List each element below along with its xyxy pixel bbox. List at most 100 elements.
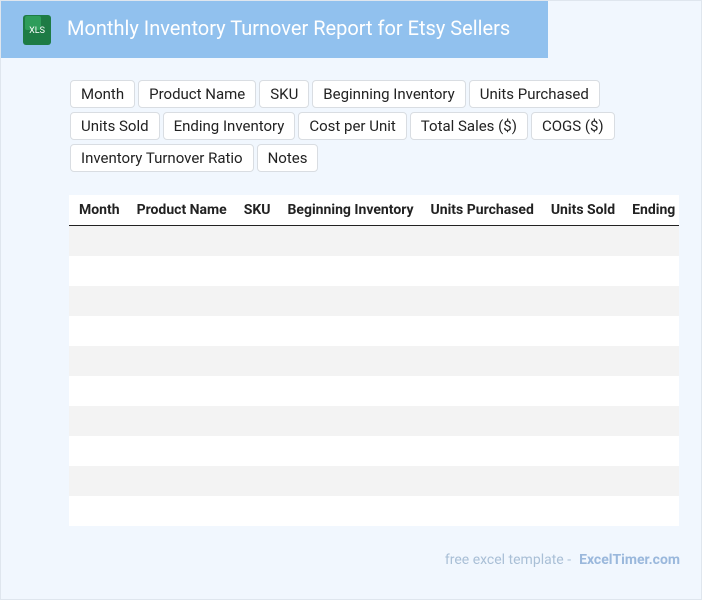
table-cell — [277, 436, 420, 466]
tag[interactable]: Notes — [256, 144, 319, 172]
table-cell — [277, 466, 421, 496]
table-cell — [127, 316, 234, 346]
table-cell — [127, 496, 234, 526]
table-cell — [421, 496, 541, 526]
tag[interactable]: Beginning Inventory — [312, 80, 466, 108]
table-container: Month Product Name SKU Beginning Inventory U… — [69, 195, 679, 526]
tag[interactable]: Total Sales ($) — [409, 112, 528, 140]
table-cell — [622, 256, 679, 286]
table-cell — [127, 256, 234, 286]
table-cell — [420, 225, 541, 256]
table-cell — [277, 225, 421, 256]
table-cell — [126, 406, 234, 436]
table-cell — [233, 466, 278, 496]
table-cell — [277, 346, 421, 376]
table-cell — [234, 256, 278, 286]
table-row — [69, 376, 679, 406]
table-cell — [233, 406, 278, 436]
table-cell — [421, 436, 541, 466]
tag[interactable]: Month — [70, 80, 136, 108]
table-cell — [541, 376, 622, 406]
table-cell — [126, 286, 234, 316]
table-row — [69, 316, 679, 346]
tag-list: Month Product Name SKU Beginning Inventory U… — [70, 80, 690, 172]
table-cell — [277, 406, 421, 436]
table-row — [69, 466, 679, 496]
table-cell — [127, 376, 234, 406]
tag[interactable]: Units Sold — [70, 112, 160, 140]
table-cell — [126, 346, 234, 376]
header: XLS Monthly Inventory Turnover Report fo… — [1, 1, 548, 58]
table-row — [69, 346, 679, 376]
table-cell — [277, 376, 420, 406]
table-cell — [421, 256, 541, 286]
header-row: Month Product Name SKU Beginning Inventory U… — [69, 195, 679, 226]
table-cell — [69, 436, 127, 466]
table-cell — [233, 346, 278, 376]
table-cell — [69, 225, 127, 256]
footer-brand[interactable]: ExcelTimer.com — [579, 552, 680, 568]
table-row — [69, 286, 679, 316]
table-cell — [420, 466, 541, 496]
table-cell — [420, 346, 541, 376]
table-cell — [541, 496, 622, 526]
table-cell — [277, 256, 420, 286]
table-cell — [622, 316, 679, 346]
table-row — [69, 256, 679, 286]
table-cell — [277, 496, 420, 526]
column-header: Units Sold — [540, 195, 623, 226]
table-cell — [622, 496, 679, 526]
table-cell — [69, 496, 127, 526]
table-cell — [69, 376, 127, 406]
table-cell — [277, 286, 421, 316]
table-cell — [69, 316, 127, 346]
table-cell — [622, 346, 679, 376]
tag[interactable]: SKU — [259, 80, 310, 108]
table-cell — [420, 406, 541, 436]
table-cell — [421, 316, 541, 346]
table-row — [69, 496, 679, 526]
table-row — [69, 406, 679, 436]
table-cell — [421, 376, 541, 406]
table-cell — [420, 286, 541, 316]
title: Monthly Inventory Turnover Report for Et… — [67, 16, 511, 40]
table-cell — [233, 225, 278, 256]
table: Month Product Name SKU Beginning Inventory U… — [69, 195, 679, 526]
tag[interactable]: Cost per Unit — [298, 112, 407, 140]
table-cell — [69, 256, 127, 286]
table-cell — [540, 286, 623, 316]
column-header: Month — [69, 195, 127, 226]
table-cell — [234, 376, 278, 406]
table-cell — [69, 286, 127, 316]
table-row — [69, 225, 679, 256]
icon-label: XLS — [29, 26, 45, 36]
xls-icon: XLS — [23, 15, 51, 45]
table-cell — [69, 406, 127, 436]
tag[interactable]: Ending Inventory — [162, 112, 296, 140]
table-cell — [622, 406, 679, 436]
table-cell — [540, 466, 623, 496]
table-cell — [540, 406, 623, 436]
table-cell — [234, 436, 278, 466]
tag[interactable]: Product Name — [138, 80, 257, 108]
footer-text: free excel template - — [444, 552, 572, 568]
table-cell — [540, 346, 623, 376]
table-cell — [277, 316, 420, 346]
table-cell — [541, 436, 622, 466]
tag[interactable]: Units Purchased — [468, 80, 600, 108]
tag[interactable]: Inventory Turnover Ratio — [70, 144, 254, 172]
table-cell — [69, 466, 127, 496]
table-cell — [234, 496, 278, 526]
column-header: Beginning Inventory — [277, 195, 421, 226]
column-header: SKU — [233, 195, 278, 226]
table-cell — [541, 316, 622, 346]
tag[interactable]: COGS ($) — [530, 112, 615, 140]
column-header: Units Purchased — [420, 195, 541, 226]
footer: free excel template - ExcelTimer.com — [445, 552, 680, 568]
table-cell — [541, 256, 622, 286]
table-cell — [126, 466, 234, 496]
column-header: Product Name — [126, 195, 234, 226]
table-cell — [69, 346, 127, 376]
table-cell — [622, 286, 679, 316]
